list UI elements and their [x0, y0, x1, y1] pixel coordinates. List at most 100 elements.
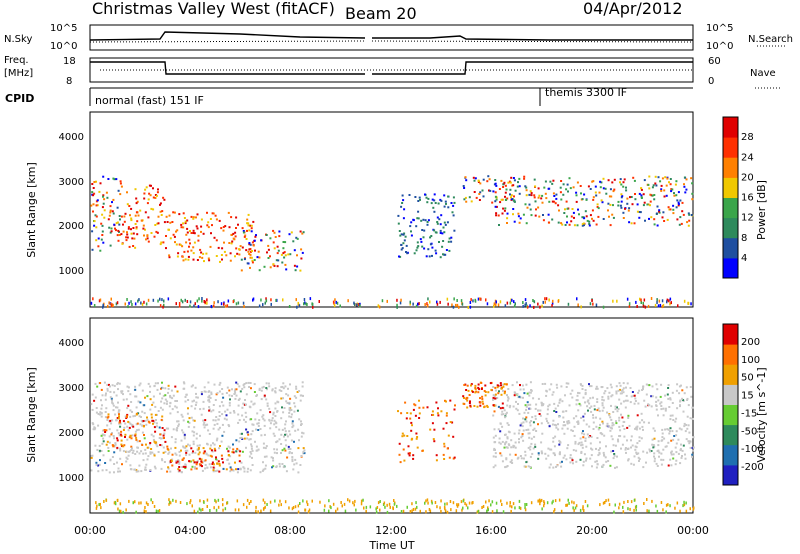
- velocity-echo-cell: [94, 396, 97, 399]
- power-echo-cell: [557, 221, 560, 224]
- velocity-echo-cell: [575, 449, 578, 452]
- velocity-echo-cell: [221, 413, 224, 416]
- velocity-echo-cell: [217, 460, 220, 463]
- velocity-near-range-cell: [158, 509, 161, 512]
- velocity-echo-cell: [218, 390, 221, 393]
- power-echo-cell: [410, 221, 413, 224]
- velocity-echo-cell: [136, 446, 139, 449]
- velocity-echo-cell: [580, 450, 583, 453]
- power-near-range-cell: [513, 304, 516, 308]
- velocity-echo-cell: [614, 408, 617, 411]
- velocity-echo-cell: [577, 422, 580, 425]
- power-echo-cell: [436, 216, 439, 219]
- velocity-echo-cell: [209, 444, 212, 447]
- velocity-echo-cell: [101, 433, 104, 436]
- power-echo-cell: [677, 203, 680, 205]
- power-echo-cell: [667, 206, 670, 209]
- power-near-range-cell: [288, 305, 291, 308]
- velocity-near-range-cell: [209, 509, 211, 512]
- power-echo-cell: [182, 212, 185, 215]
- power-near-range-cell: [552, 299, 554, 303]
- power-echo-cell: [246, 222, 249, 225]
- velocity-echo-cell: [664, 407, 667, 410]
- velocity-echo-cell: [137, 428, 140, 431]
- velocity-echo-cell: [231, 394, 233, 397]
- power-echo-cell: [237, 223, 239, 226]
- power-echo-cell: [178, 213, 181, 216]
- velocity-echo-cell: [551, 423, 554, 426]
- velocity-echo-cell: [183, 435, 186, 438]
- velocity-echo-cell: [528, 391, 531, 394]
- velocity-near-range-cell: [308, 508, 311, 512]
- velocity-echo-cell: [589, 435, 592, 437]
- velocity-echo-cell: [620, 392, 623, 395]
- velocity-echo-cell: [256, 449, 259, 452]
- power-echo-cell: [611, 213, 614, 216]
- velocity-echo-cell: [679, 462, 682, 465]
- velocity-echo-cell: [435, 454, 438, 457]
- power-echo-cell: [409, 225, 412, 228]
- velocity-echo-cell: [207, 381, 210, 384]
- power-echo-cell: [443, 221, 446, 224]
- power-echo-cell: [108, 226, 111, 229]
- power-echo-cell: [417, 217, 420, 220]
- velocity-echo-cell: [541, 432, 544, 435]
- velocity-echo-cell: [619, 384, 622, 387]
- velocity-near-range-cell: [429, 509, 432, 513]
- power-echo-cell: [260, 239, 263, 242]
- velocity-echo-cell: [686, 399, 689, 401]
- power-echo-cell: [495, 198, 498, 201]
- velocity-echo-cell: [118, 409, 121, 412]
- power-echo-cell: [525, 186, 528, 189]
- velocity-echo-cell: [502, 389, 504, 392]
- velocity-echo-cell: [669, 397, 672, 400]
- power-near-range-cell: [197, 305, 200, 309]
- velocity-near-range-cell: [488, 499, 490, 503]
- velocity-echo-cell: [638, 458, 641, 460]
- power-echo-cell: [126, 203, 129, 206]
- power-near-range-cell: [126, 298, 128, 301]
- velocity-echo-cell: [572, 449, 575, 452]
- velocity-echo-cell: [129, 415, 132, 418]
- velocity-echo-cell: [196, 396, 199, 399]
- velocity-echo-cell: [202, 447, 205, 450]
- velocity-echo-cell: [171, 408, 174, 411]
- power-near-range-cell: [196, 299, 199, 303]
- velocity-echo-cell: [669, 458, 672, 461]
- velocity-echo-cell: [199, 408, 202, 411]
- velocity-echo-cell: [496, 397, 499, 399]
- power-echo-cell: [544, 180, 547, 183]
- velocity-near-range-cell: [263, 507, 265, 511]
- power-echo-cell: [169, 237, 172, 240]
- power-echo-cell: [691, 198, 694, 201]
- power-echo-cell: [551, 182, 554, 185]
- freq-panel-frame: [89, 57, 694, 83]
- velocity-echo-cell: [246, 437, 249, 440]
- power-echo-cell: [277, 249, 280, 252]
- power-echo-cell: [206, 211, 208, 214]
- velocity-echo-cell: [180, 449, 182, 452]
- velocity-near-range-cell: [481, 506, 483, 509]
- velocity-echo-cell: [176, 460, 179, 463]
- velocity-echo-cell: [684, 430, 687, 433]
- velocity-echo-cell: [551, 393, 554, 396]
- velocity-near-range-cell: [683, 503, 686, 507]
- velocity-echo-cell: [590, 385, 593, 388]
- velocity-echo-cell: [555, 411, 558, 413]
- power-echo-cell: [247, 250, 250, 253]
- velocity-echo-cell: [480, 382, 483, 384]
- power-echo-cell: [154, 197, 157, 199]
- velocity-echo-cell: [190, 468, 193, 471]
- velocity-echo-cell: [135, 413, 138, 416]
- power-echo-cell: [499, 201, 502, 204]
- power-echo-cell: [188, 245, 190, 248]
- power-echo-cell: [594, 185, 597, 188]
- velocity-near-range-cell: [186, 502, 188, 506]
- power-echo-cell: [642, 204, 645, 207]
- power-echo-cell: [197, 239, 200, 242]
- velocity-echo-cell: [274, 387, 277, 390]
- velocity-echo-cell: [302, 452, 305, 455]
- power-echo-cell: [198, 256, 201, 259]
- velocity-echo-cell: [171, 458, 174, 461]
- velocity-echo-cell: [118, 434, 121, 437]
